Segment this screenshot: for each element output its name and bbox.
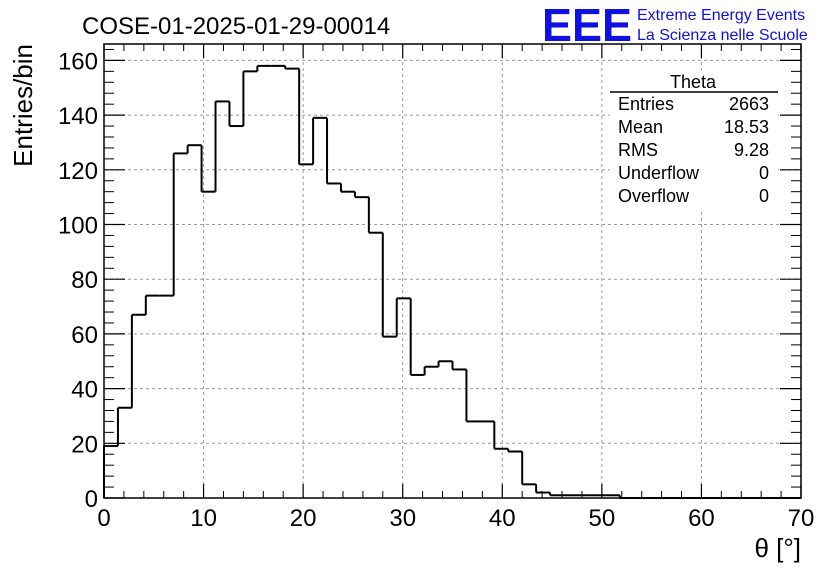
y-axis-label: Entries/bin [8,44,38,167]
stats-label-overflow: Overflow [618,186,690,206]
x-tick-label: 10 [190,505,217,532]
eee-logo-line2: La Scienza nelle Scuole [637,27,808,44]
y-tick-label: 140 [58,103,98,130]
x-tick-label: 50 [589,505,616,532]
y-tick-labels: 0 20 40 60 80 100 120 140 160 [58,48,98,513]
x-tick-label: 20 [290,505,317,532]
x-tick-label: 30 [389,505,416,532]
x-tick-labels: 0 10 20 30 40 50 60 70 [97,505,814,532]
x-tick-label: 70 [788,505,815,532]
stats-box: Theta Entries 2663 Mean 18.53 RMS 9.28 U… [610,70,778,212]
eee-logo-line1: Extreme Energy Events [637,7,805,24]
stats-value-rms: 9.28 [734,140,769,160]
stats-value-underflow: 0 [759,163,769,183]
y-tick-label: 100 [58,213,98,240]
y-tick-label: 80 [71,267,98,294]
x-tick-label: 40 [489,505,516,532]
y-tick-label: 60 [71,322,98,349]
grid-lines [104,44,801,498]
y-tick-label: 20 [71,431,98,458]
x-axis-label: θ [°] [754,533,801,563]
y-tick-label: 160 [58,48,98,75]
stats-box-background [610,70,778,212]
plot-frame [103,43,802,499]
stats-label-entries: Entries [618,94,674,114]
stats-box-title: Theta [670,72,717,92]
stats-label-rms: RMS [618,140,658,160]
y-tick-label: 0 [85,486,98,513]
stats-value-overflow: 0 [759,186,769,206]
y-tick-label: 120 [58,158,98,185]
stats-label-underflow: Underflow [618,163,700,183]
stats-label-mean: Mean [618,117,663,137]
eee-logo-mark: EEE [542,0,632,51]
chart-title: COSE-01-2025-01-29-00014 [82,13,390,40]
x-tick-label: 60 [688,505,715,532]
x-tick-label: 0 [97,505,110,532]
stats-value-mean: 18.53 [724,117,769,137]
eee-logo: EEE Extreme Energy Events La Scienza nel… [542,0,808,51]
stats-value-entries: 2663 [729,94,769,114]
y-tick-label: 40 [71,377,98,404]
axis-ticks [103,44,802,499]
